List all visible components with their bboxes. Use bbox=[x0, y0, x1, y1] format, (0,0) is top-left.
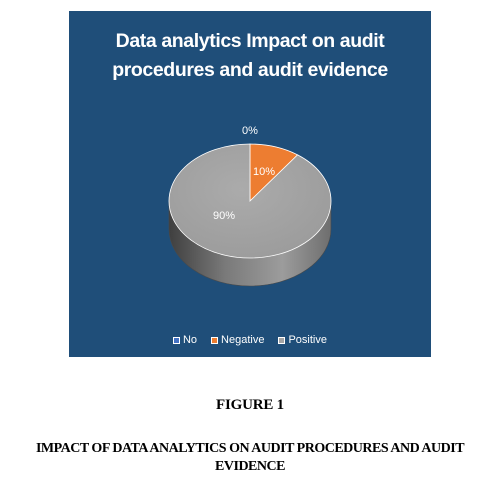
legend-entry-positive: Positive bbox=[278, 334, 327, 346]
legend-label-negative: Negative bbox=[221, 334, 264, 346]
chart-panel: Data analytics Impact on audit procedure… bbox=[69, 11, 431, 357]
legend-swatch-negative bbox=[211, 337, 218, 344]
figure-caption-line-1: IMPACT OF DATA ANALYTICS ON AUDIT PROCED… bbox=[0, 440, 500, 458]
legend-label-positive: Positive bbox=[288, 334, 327, 346]
chart-legend: No Negative Positive bbox=[69, 334, 431, 346]
pie-slice-positive bbox=[169, 144, 331, 258]
legend-entry-no: No bbox=[173, 334, 197, 346]
legend-label-no: No bbox=[183, 334, 197, 346]
legend-entry-negative: Negative bbox=[211, 334, 264, 346]
figure-caption: IMPACT OF DATA ANALYTICS ON AUDIT PROCED… bbox=[0, 440, 500, 476]
data-label-positive: 90% bbox=[213, 210, 235, 222]
data-label-negative: 10% bbox=[253, 166, 275, 178]
data-label-no: 0% bbox=[242, 125, 258, 137]
legend-swatch-positive bbox=[278, 337, 285, 344]
legend-swatch-no bbox=[173, 337, 180, 344]
figure-caption-line-2: EVIDENCE bbox=[0, 458, 500, 476]
figure-label: FIGURE 1 bbox=[0, 397, 500, 414]
pie-chart: 0% 10% 90% bbox=[69, 11, 431, 357]
